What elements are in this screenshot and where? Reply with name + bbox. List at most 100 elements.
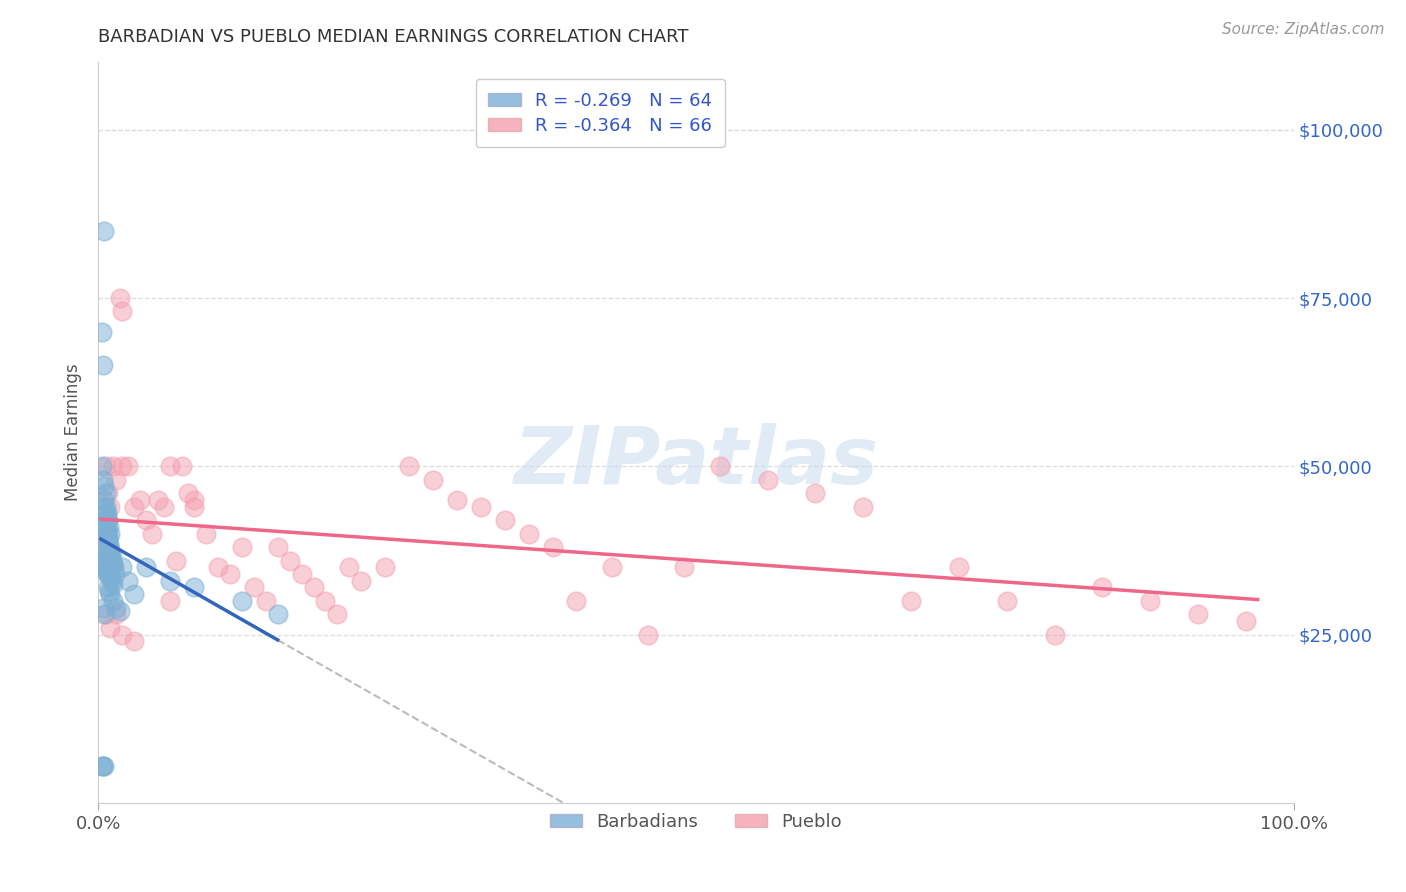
Point [98, 583, 121, 598]
Point [101, 594, 124, 608]
Point [117, 574, 139, 588]
Point [96, 526, 118, 541]
Point [153, 500, 176, 514]
Point [1234, 614, 1257, 628]
Point [105, 473, 128, 487]
Point [124, 500, 146, 514]
Point [98, 621, 122, 635]
Point [94, 459, 117, 474]
Point [243, 581, 266, 595]
Point [852, 500, 875, 514]
Point [91, 553, 114, 567]
Point [315, 594, 337, 608]
Point [1139, 594, 1161, 608]
Point [96, 543, 118, 558]
Point [97, 533, 120, 548]
Point [98, 550, 121, 565]
Point [97, 564, 120, 578]
Point [565, 594, 588, 608]
Point [96, 566, 118, 581]
Point [183, 492, 205, 507]
Point [98, 547, 122, 561]
Point [93, 758, 115, 772]
Point [98, 500, 122, 514]
Point [93, 560, 115, 574]
Point [326, 607, 349, 622]
Point [93, 224, 115, 238]
Point [105, 600, 128, 615]
Point [159, 459, 181, 474]
Point [709, 459, 731, 474]
Point [1043, 627, 1066, 641]
Point [756, 473, 779, 487]
Text: Source: ZipAtlas.com: Source: ZipAtlas.com [1222, 22, 1385, 37]
Point [165, 553, 187, 567]
Point [254, 594, 277, 608]
Point [97, 547, 120, 561]
Point [91, 758, 114, 772]
Point [96, 513, 118, 527]
Text: ZIPatlas: ZIPatlas [513, 423, 879, 501]
Point [291, 566, 314, 581]
Point [517, 526, 540, 541]
Point [93, 479, 115, 493]
Point [96, 560, 118, 574]
Point [94, 564, 117, 578]
Y-axis label: Median Earnings: Median Earnings [65, 364, 83, 501]
Point [111, 627, 134, 641]
Point [302, 581, 325, 595]
Point [94, 486, 117, 500]
Point [91, 557, 114, 571]
Point [93, 500, 115, 514]
Point [111, 560, 134, 574]
Point [100, 574, 122, 588]
Point [94, 520, 117, 534]
Point [374, 560, 396, 574]
Point [267, 540, 290, 554]
Point [105, 607, 128, 622]
Point [94, 540, 117, 554]
Point [129, 492, 152, 507]
Point [98, 570, 122, 584]
Point [98, 553, 122, 567]
Point [278, 553, 301, 567]
Point [94, 607, 117, 622]
Point [141, 526, 163, 541]
Point [231, 594, 253, 608]
Point [91, 540, 114, 554]
Point [1187, 607, 1209, 622]
Point [267, 607, 290, 622]
Point [124, 634, 146, 648]
Point [398, 459, 420, 474]
Point [470, 500, 492, 514]
Point [98, 540, 121, 554]
Point [97, 581, 120, 595]
Point [100, 557, 122, 571]
Point [96, 507, 118, 521]
Point [91, 359, 114, 373]
Point [91, 473, 114, 487]
Point [995, 594, 1018, 608]
Point [101, 577, 124, 591]
Point [135, 513, 157, 527]
Point [219, 566, 242, 581]
Point [494, 513, 516, 527]
Point [98, 587, 122, 601]
Point [97, 513, 120, 527]
Point [673, 560, 696, 574]
Point [98, 543, 122, 558]
Point [96, 523, 118, 537]
Point [97, 486, 120, 500]
Point [91, 459, 114, 474]
Point [637, 627, 659, 641]
Point [804, 486, 827, 500]
Point [93, 492, 115, 507]
Point [195, 526, 218, 541]
Point [350, 574, 373, 588]
Point [117, 459, 139, 474]
Point [422, 473, 444, 487]
Point [148, 492, 170, 507]
Point [101, 459, 124, 474]
Legend: Barbadians, Pueblo: Barbadians, Pueblo [543, 805, 849, 838]
Point [231, 540, 253, 554]
